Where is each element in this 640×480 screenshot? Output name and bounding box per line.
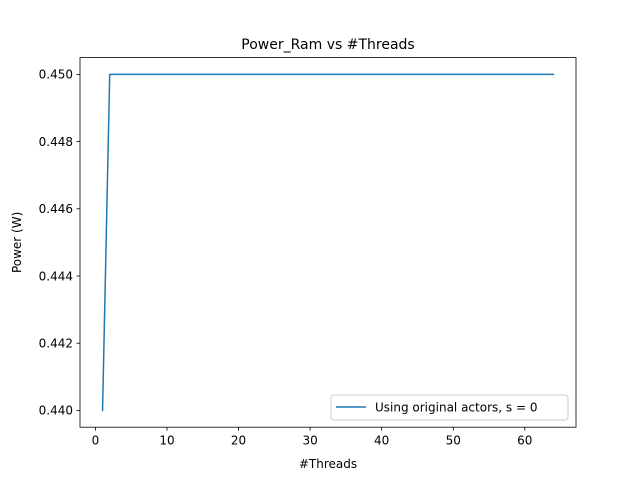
x-tick-label: 0 [92, 434, 100, 448]
series-line-0 [101, 73, 555, 412]
x-tick-label: 20 [231, 434, 246, 448]
y-tick-label: 0.444 [39, 269, 73, 283]
legend: Using original actors, s = 0 [330, 394, 569, 421]
y-tick-label: 0.448 [39, 135, 73, 149]
x-tick-label: 30 [302, 434, 317, 448]
x-tick-label: 50 [446, 434, 461, 448]
x-tick-label: 40 [374, 434, 389, 448]
x-tick-label: 10 [159, 434, 174, 448]
y-tick-label: 0.442 [39, 337, 73, 351]
y-tick-label: 0.440 [39, 404, 73, 418]
y-tick-label: 0.450 [39, 68, 73, 82]
plot-area-background [80, 57, 576, 428]
plot-area-frame [79, 57, 577, 428]
x-tick-label: 60 [517, 434, 532, 448]
y-axis-ticks: 0.440 0.442 0.444 0.446 0.448 0.450 [39, 68, 80, 418]
legend-entry-label: Using original actors, s = 0 [375, 401, 537, 415]
chart-title: Power_Ram vs #Threads [241, 37, 414, 53]
y-tick-label: 0.446 [39, 202, 73, 216]
x-axis-label: #Threads [299, 457, 357, 471]
data-layer [101, 73, 555, 412]
x-axis-ticks: 0 10 20 30 40 50 60 [92, 427, 532, 448]
y-axis-label: Power (W) [10, 212, 24, 273]
legend-frame [330, 394, 569, 421]
